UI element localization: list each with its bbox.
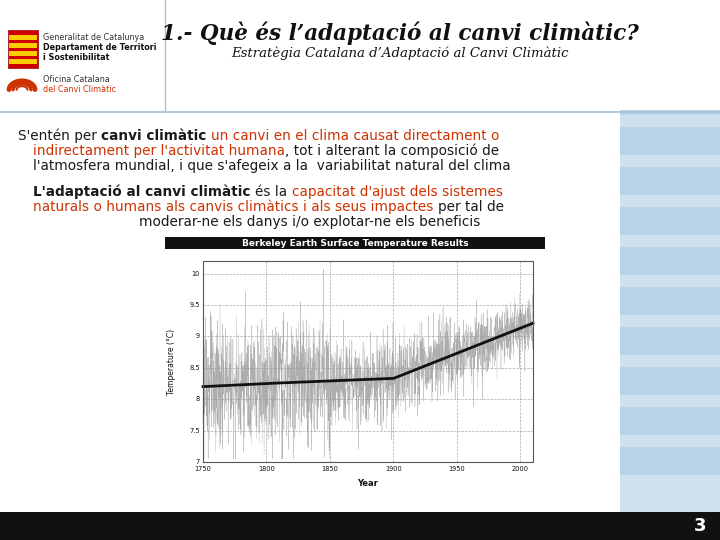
Bar [620, 407, 720, 435]
Bar [165, 237, 545, 492]
Text: L'adaptació al canvi climàtic: L'adaptació al canvi climàtic [33, 185, 256, 199]
Text: 8.5: 8.5 [189, 365, 200, 371]
Bar [9, 51, 37, 56]
Text: 1800: 1800 [258, 466, 275, 472]
Bar [620, 167, 720, 195]
Text: 1750: 1750 [194, 466, 212, 472]
Text: Temperature (°C): Temperature (°C) [168, 328, 176, 395]
Bar [620, 367, 720, 395]
Bar [620, 207, 720, 235]
Text: 7.5: 7.5 [189, 428, 200, 434]
Text: per tal de: per tal de [438, 200, 504, 214]
Bar [620, 327, 720, 355]
Text: i Sostenibilitat: i Sostenibilitat [43, 53, 109, 63]
Text: Year: Year [358, 480, 379, 489]
Text: indirectament per l'activitat humana: indirectament per l'activitat humana [33, 144, 285, 158]
Text: 7: 7 [196, 459, 200, 465]
Bar [620, 42, 720, 70]
Text: l'atmosfera mundial, i que s'afegeix a la  variabilitat natural del clima: l'atmosfera mundial, i que s'afegeix a l… [33, 159, 510, 173]
Text: 9.5: 9.5 [189, 302, 200, 308]
Text: és la: és la [256, 185, 292, 199]
Text: 9: 9 [196, 333, 200, 339]
Text: 1950: 1950 [449, 466, 465, 472]
Text: 1.- Què és l’adaptació al canvi climàtic?: 1.- Què és l’adaptació al canvi climàtic… [161, 21, 639, 45]
Bar [165, 237, 545, 249]
Text: 1850: 1850 [322, 466, 338, 472]
Bar [620, 127, 720, 155]
Text: 1900: 1900 [385, 466, 402, 472]
Bar [8, 30, 38, 68]
Bar [620, 0, 720, 540]
Text: Oficina Catalana: Oficina Catalana [43, 76, 109, 84]
Bar [620, 287, 720, 315]
Text: moderar-ne els danys i/o explotar-ne els beneficis: moderar-ne els danys i/o explotar-ne els… [139, 215, 481, 229]
Bar [0, 512, 720, 540]
Text: Generalitat de Catalunya: Generalitat de Catalunya [43, 33, 144, 43]
Text: del Canvi Climàtic: del Canvi Climàtic [43, 85, 116, 94]
Text: Departament de Territori: Departament de Territori [43, 44, 156, 52]
Text: 10: 10 [192, 271, 200, 276]
Text: capacitat d'ajust dels sistemes: capacitat d'ajust dels sistemes [292, 185, 503, 199]
Text: S'entén per: S'entén per [18, 129, 102, 143]
Bar [9, 59, 37, 64]
Bar [9, 35, 37, 40]
Text: un canvi en el clima causat directament o: un canvi en el clima causat directament … [212, 129, 500, 143]
Text: 3: 3 [694, 517, 706, 535]
Text: , tot i alterant la composició de: , tot i alterant la composició de [285, 144, 499, 158]
Text: naturals o humans als canvis climàtics i als seus impactes: naturals o humans als canvis climàtics i… [33, 200, 438, 214]
Bar [9, 43, 37, 48]
Bar [0, 0, 720, 110]
Bar [620, 447, 720, 475]
Text: Berkeley Earth Surface Temperature Results: Berkeley Earth Surface Temperature Resul… [242, 239, 468, 247]
Text: Estratègia Catalana d’Adaptació al Canvi Climàtic: Estratègia Catalana d’Adaptació al Canvi… [231, 46, 569, 60]
Text: canvi climàtic: canvi climàtic [102, 129, 212, 143]
Text: 8: 8 [196, 396, 200, 402]
Bar [620, 247, 720, 275]
Bar [620, 87, 720, 115]
Text: 2000: 2000 [512, 466, 528, 472]
